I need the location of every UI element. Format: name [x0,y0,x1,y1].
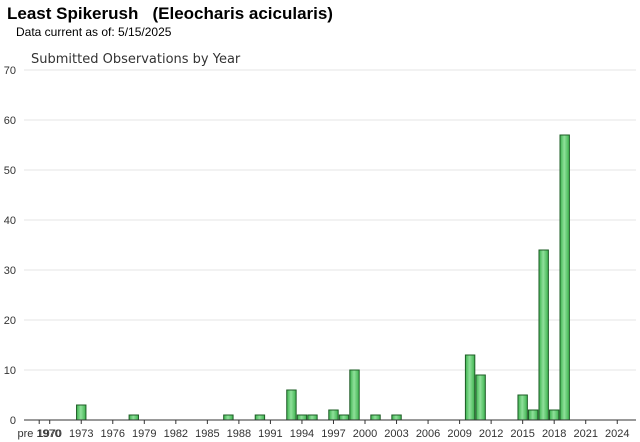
bar-1990 [254,414,266,421]
y-axis: 0 10 20 30 40 50 60 70 [4,65,16,427]
x-tick-label: 1979 [132,428,156,440]
x-tick-label: 1973 [69,428,93,440]
bar-2010 [464,354,476,421]
bars [76,134,570,421]
y-tick-label: 50 [4,165,16,177]
bar-2015 [517,394,528,421]
species-title: Least Spikerush (Eleocharis acicularis) [7,4,333,23]
x-tick-label: 1991 [258,428,282,440]
y-tick-label: 20 [4,315,16,327]
x-tick-label: 1994 [290,428,314,440]
bar-1973 [76,404,87,421]
data-date-label: Data current as of: 5/15/2025 [16,25,172,39]
x-tick-label: 2009 [447,428,471,440]
y-tick-label: 60 [4,115,16,127]
x-tick-label: 2012 [479,428,503,440]
y-tick-label: 10 [4,365,16,377]
bar-2019 [559,134,570,421]
bar-1997 [328,409,339,421]
bar-1999 [349,369,360,421]
x-tick-label: 2000 [353,428,377,440]
y-tick-label: 30 [4,265,16,277]
x-tick-label: 2015 [510,428,534,440]
x-tick-label: 1970 [37,428,61,440]
x-tick-label: pre 1970 [17,428,60,440]
x-tick-label: 2021 [573,428,597,440]
x-tick-label: 1985 [195,428,219,440]
bar-2003 [391,414,402,421]
bar-2016 [527,409,539,421]
bar-2017 [538,249,549,421]
bar-2001 [370,414,381,421]
x-tick-label: 1976 [101,428,125,440]
gridlines [24,69,636,371]
bar-2011 [475,374,486,421]
x-tick-label: 1988 [227,428,251,440]
chart-title: Submitted Observations by Year [31,52,241,67]
bar-1987 [223,414,234,421]
bar-1995 [307,414,318,421]
x-tick-label: 1997 [321,428,345,440]
bar-2018 [548,409,560,421]
y-tick-label: 0 [10,415,16,427]
y-tick-label: 70 [4,65,16,77]
x-tick-label: 2024 [605,428,629,440]
bar-1998 [338,414,350,421]
x-tick-label: 2003 [384,428,408,440]
x-tick-label: 2006 [416,428,440,440]
x-tick-label: 1982 [164,428,188,440]
y-tick-label: 40 [4,215,16,227]
bar-1994 [296,414,308,421]
bar-1993 [286,389,297,421]
bar-1978 [128,414,139,421]
x-tick-label: 2018 [542,428,566,440]
